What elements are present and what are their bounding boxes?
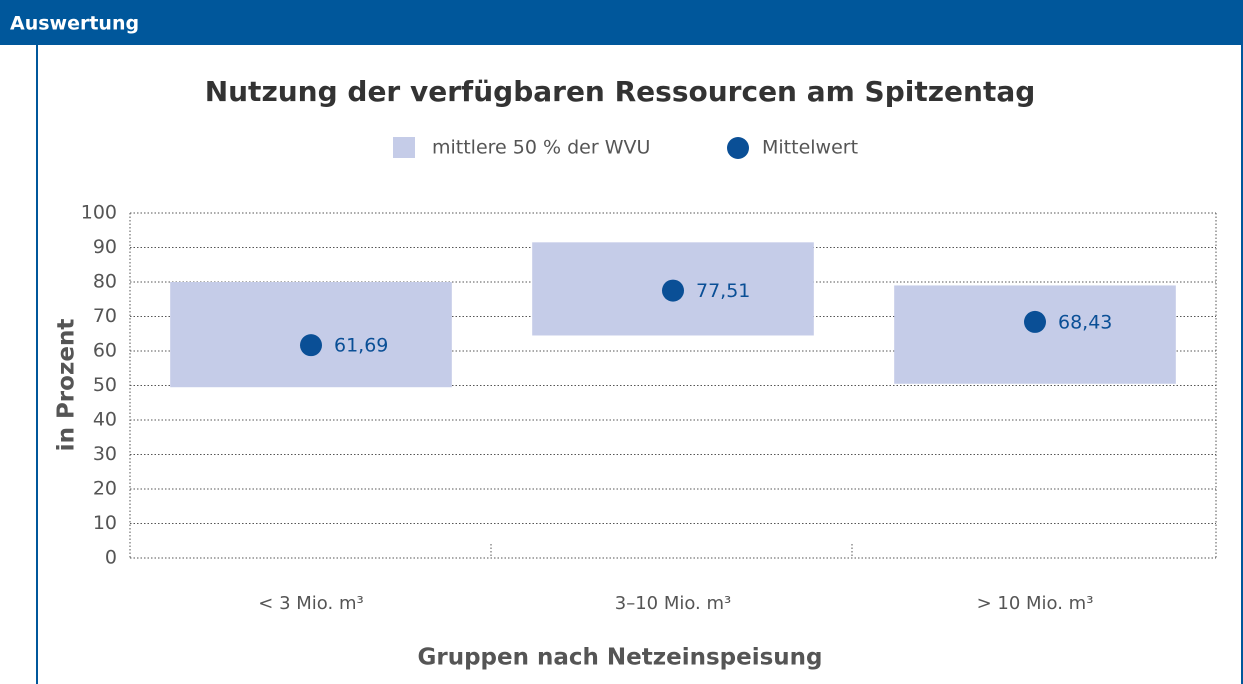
panel-title: Auswertung	[10, 13, 139, 35]
mean-dot	[662, 279, 684, 302]
y-tick-label: 70	[93, 305, 117, 327]
y-tick-label: 50	[93, 374, 117, 396]
y-tick-label: 20	[93, 478, 117, 500]
y-tick-label: 90	[93, 236, 117, 258]
legend-swatch	[393, 137, 415, 158]
x-tick-label: < 3 Mio. m³	[258, 593, 363, 614]
mean-dot	[300, 334, 322, 357]
range-box	[894, 285, 1176, 384]
value-label: 77,51	[696, 280, 750, 302]
y-tick-label: 30	[93, 443, 117, 465]
legend-swatch	[727, 137, 749, 159]
header-bar	[0, 0, 1243, 45]
y-tick-label: 0	[105, 547, 117, 569]
y-tick-label: 40	[93, 409, 117, 431]
y-tick-label: 80	[93, 271, 117, 293]
legend-label: Mittelwert	[762, 137, 858, 159]
y-tick-label: 100	[81, 202, 117, 224]
y-tick-label: 60	[93, 340, 117, 362]
value-label: 61,69	[334, 335, 388, 357]
mean-dot	[1024, 310, 1046, 333]
x-axis-label: Gruppen nach Netzeinspeisung	[417, 645, 822, 671]
value-label: 68,43	[1058, 311, 1112, 333]
chart-title: Nutzung der verfügbaren Ressourcen am Sp…	[205, 75, 1036, 108]
x-tick-label: > 10 Mio. m³	[977, 593, 1094, 614]
x-tick-label: 3–10 Mio. m³	[615, 593, 732, 614]
y-axis-label: in Prozent	[54, 319, 80, 452]
y-tick-label: 10	[93, 512, 117, 534]
legend-label: mittlere 50 % der WVU	[432, 137, 650, 159]
